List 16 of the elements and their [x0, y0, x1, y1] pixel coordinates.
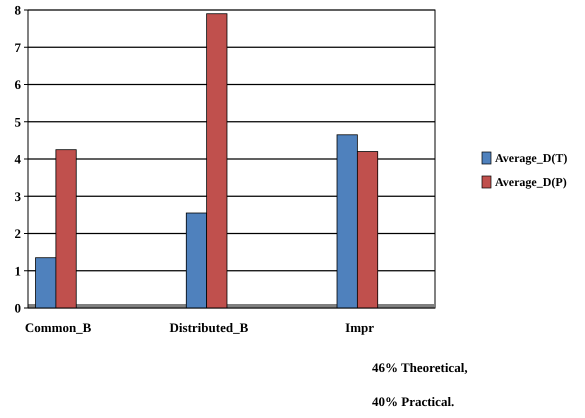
text: 40% Practical.	[372, 394, 454, 409]
y-tick-label: 0	[14, 300, 21, 316]
y-tick-label: 4	[14, 152, 22, 167]
y-tick-label: 1	[14, 263, 21, 278]
text: 46% Theoretical,	[372, 360, 468, 375]
y-tick-label: 5	[14, 114, 22, 130]
x-tick-label: Distributed_B	[170, 320, 249, 335]
y-tick-label: 8	[14, 2, 22, 18]
y-tick-label: 7	[14, 40, 22, 55]
legend-label: Average_D(P)	[495, 175, 567, 190]
x-tick-label: Common_B	[24, 320, 92, 335]
y-tick-label: 6	[14, 77, 22, 92]
x-tick-label: Impr	[345, 320, 374, 335]
legend-label: Average_D(T)	[495, 151, 568, 166]
y-tick-label: 3	[14, 188, 22, 204]
y-tick-label: 2	[14, 226, 21, 242]
